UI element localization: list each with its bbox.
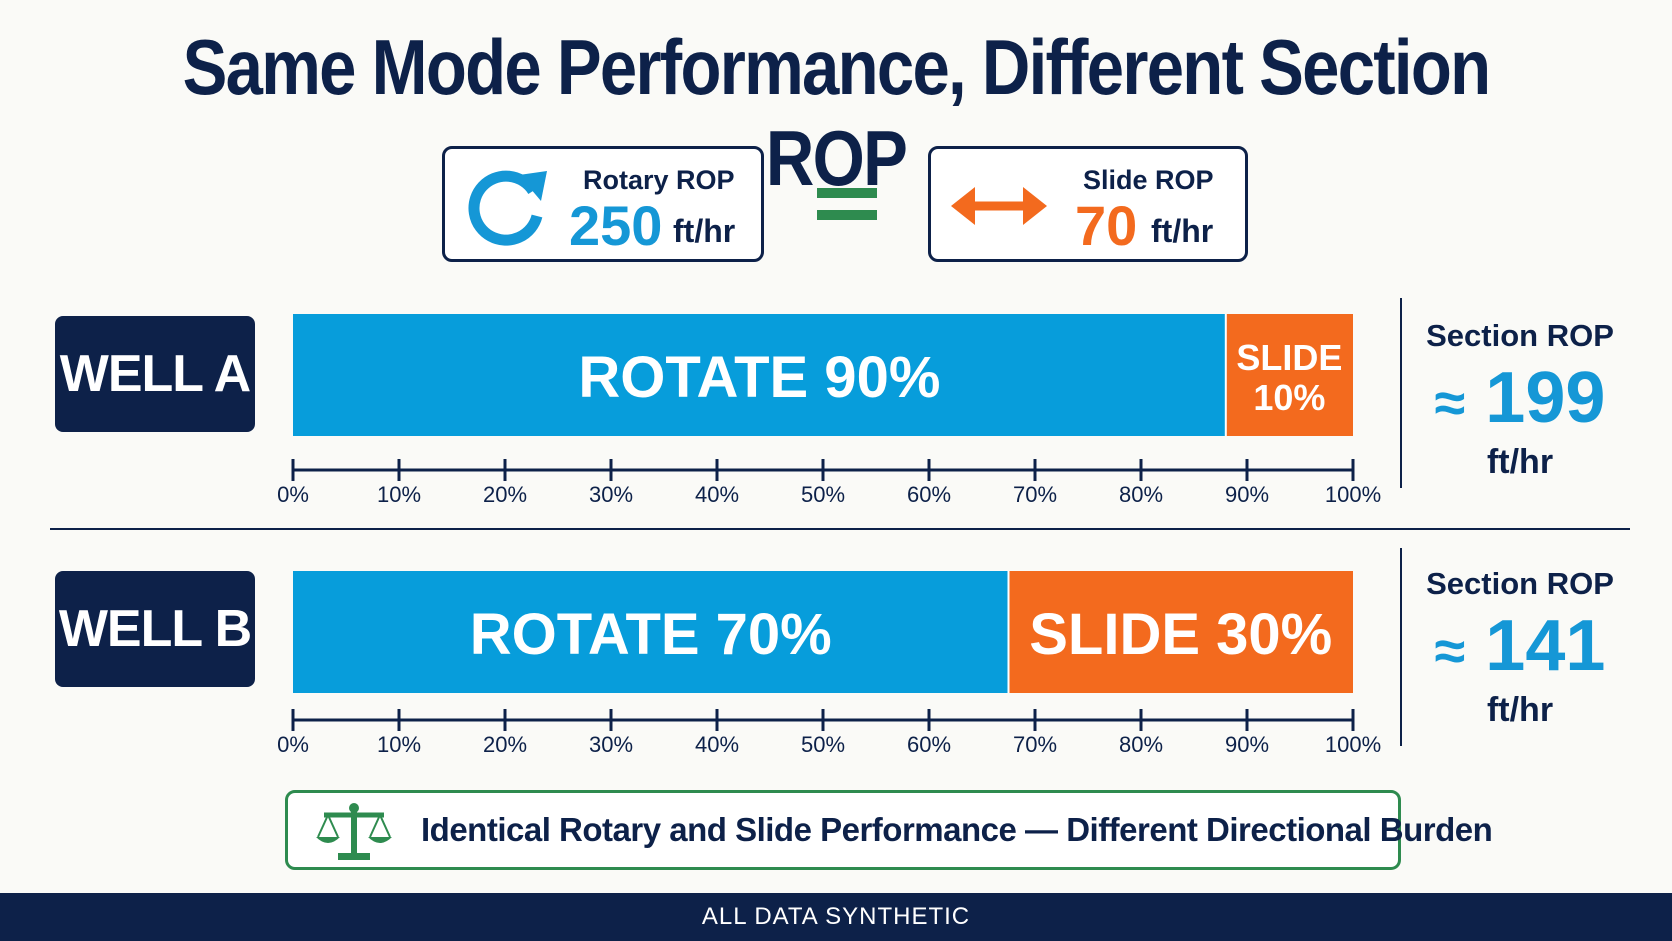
divider-well-a	[1400, 298, 1402, 488]
bar-rotate-well-b	[293, 571, 1009, 693]
section-rop-value: 141	[1485, 606, 1606, 686]
bar-rotate-well-a	[293, 314, 1226, 436]
well-b-label: WELL B	[55, 571, 255, 687]
x-tick-label: 70%	[1013, 732, 1057, 757]
x-tick-label: 90%	[1225, 482, 1269, 507]
slide-rop-value: 70	[1075, 194, 1138, 257]
x-tick-label: 70%	[1013, 482, 1057, 507]
slide-rop-card: Slide ROP 70 ft/hr	[928, 146, 1248, 262]
x-tick-label: 10%	[377, 732, 421, 757]
rotary-rop-unit: ft/hr	[673, 213, 736, 249]
x-tick-label: 80%	[1119, 482, 1163, 507]
section-rop-value-row: ≈ 141	[1405, 606, 1635, 691]
bar-label-slide-line1: SLIDE	[1236, 337, 1342, 378]
x-tick-label: 0%	[277, 482, 309, 507]
slide-rop-label: Slide ROP	[1083, 165, 1214, 195]
rotary-rop-label: Rotary ROP	[583, 165, 735, 195]
x-tick-label: 0%	[277, 732, 309, 757]
x-tick-label: 30%	[589, 732, 633, 757]
divider-horizontal	[50, 528, 1630, 530]
x-tick-label: 100%	[1325, 732, 1381, 757]
section-rop-label: Section ROP	[1426, 566, 1614, 601]
equals-sign-top	[817, 188, 877, 198]
slide-rop-unit: ft/hr	[1151, 213, 1214, 249]
data-disclaimer-bar: ALL DATA SYNTHETIC	[0, 893, 1672, 941]
bar-slide-well-b	[1008, 571, 1353, 693]
page-title: Same Mode Performance, Different Section…	[182, 23, 1491, 202]
well-a-label: WELL A	[55, 316, 255, 432]
rotate-arrow-icon	[468, 170, 547, 246]
bar-label-slide-line2: 10%	[1253, 377, 1325, 418]
x-tick-label: 20%	[483, 732, 527, 757]
x-tick-label: 20%	[483, 482, 527, 507]
balance-scale-icon	[316, 803, 392, 860]
x-tick-label: 10%	[377, 482, 421, 507]
x-tick-label: 50%	[801, 732, 845, 757]
bar-label-rotate: ROTATE 70%	[470, 602, 832, 667]
bar-slide-well-a	[1225, 314, 1353, 436]
x-tick-label: 30%	[589, 482, 633, 507]
section-rop-well-a: Section ROP ≈ 199 ft/hr	[1405, 318, 1635, 482]
section-rop-label: Section ROP	[1426, 318, 1614, 353]
double-arrow-icon	[951, 187, 1047, 225]
section-rop-unit: ft/hr	[1486, 691, 1554, 729]
x-tick-label: 50%	[801, 482, 845, 507]
x-tick-label: 40%	[695, 482, 739, 507]
x-tick-label: 80%	[1119, 732, 1163, 757]
x-tick-label: 60%	[907, 482, 951, 507]
summary-banner: Identical Rotary and Slide Performance —…	[285, 790, 1493, 870]
section-rop-value: 199	[1485, 358, 1606, 438]
bar-label-slide: SLIDE 30%	[1029, 602, 1332, 667]
section-rop-unit: ft/hr	[1486, 443, 1554, 481]
rotary-rop-value: 250	[569, 194, 663, 257]
rotary-rop-card: Rotary ROP 250 ft/hr	[442, 146, 764, 262]
x-tick-label: 100%	[1325, 482, 1381, 507]
x-tick-label: 90%	[1225, 732, 1269, 757]
x-tick-label: 60%	[907, 732, 951, 757]
x-tick-label: 40%	[695, 732, 739, 757]
approx-symbol: ≈	[1434, 371, 1466, 434]
approx-symbol: ≈	[1434, 619, 1466, 682]
equals-sign-bottom	[817, 210, 877, 220]
bar-label-rotate: ROTATE 90%	[578, 345, 940, 410]
divider-well-b	[1400, 548, 1402, 746]
section-rop-well-b: Section ROP ≈ 141 ft/hr	[1405, 566, 1635, 730]
section-rop-value-row: ≈ 199	[1405, 358, 1635, 443]
summary-text: Identical Rotary and Slide Performance —…	[421, 811, 1493, 848]
